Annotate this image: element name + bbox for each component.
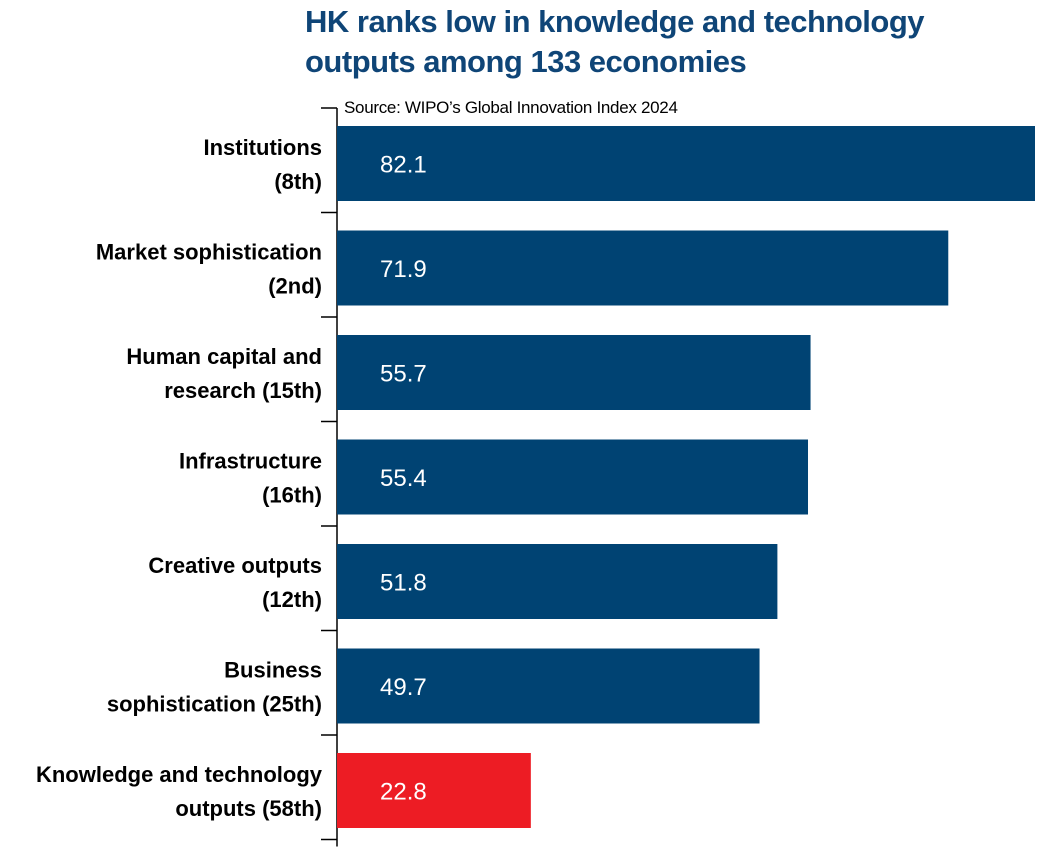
chart-title-line-2: outputs among 133 economies [305, 44, 747, 79]
bar-value-label: 49.7 [380, 674, 427, 701]
bar [337, 544, 778, 619]
bar-value-label: 55.7 [380, 361, 427, 388]
chart-title: HK ranks low in knowledge and technology… [305, 2, 1025, 82]
category-label: Institutions [203, 135, 322, 160]
category-label: (2nd) [268, 274, 322, 299]
bar-value-label: 22.8 [380, 779, 427, 806]
category-label: research (15th) [164, 378, 322, 403]
category-label: Business [224, 658, 322, 683]
category-label: (8th) [274, 169, 322, 194]
bar [337, 230, 949, 306]
category-label: Knowledge and technology [36, 762, 323, 787]
bar [337, 439, 809, 515]
category-label: (12th) [262, 587, 322, 612]
category-label: Creative outputs [148, 553, 322, 578]
category-label: (16th) [262, 483, 322, 508]
category-label: Human capital and [126, 344, 322, 369]
category-label: Infrastructure [179, 449, 322, 474]
bar-value-label: 51.8 [380, 570, 427, 597]
bar [337, 648, 760, 724]
category-label: sophistication (25th) [107, 692, 322, 717]
chart-title-line-1: HK ranks low in knowledge and technology [305, 4, 925, 39]
category-label: outputs (58th) [175, 796, 322, 821]
chart-source: Source: WIPO’s Global Innovation Index 2… [344, 98, 678, 117]
bar-value-label: 82.1 [380, 152, 427, 179]
bar-value-label: 55.4 [380, 465, 427, 492]
bar [337, 126, 1035, 201]
bar [337, 753, 531, 828]
bar [337, 335, 811, 410]
category-label: Market sophistication [96, 240, 322, 265]
bar-value-label: 71.9 [380, 256, 427, 283]
